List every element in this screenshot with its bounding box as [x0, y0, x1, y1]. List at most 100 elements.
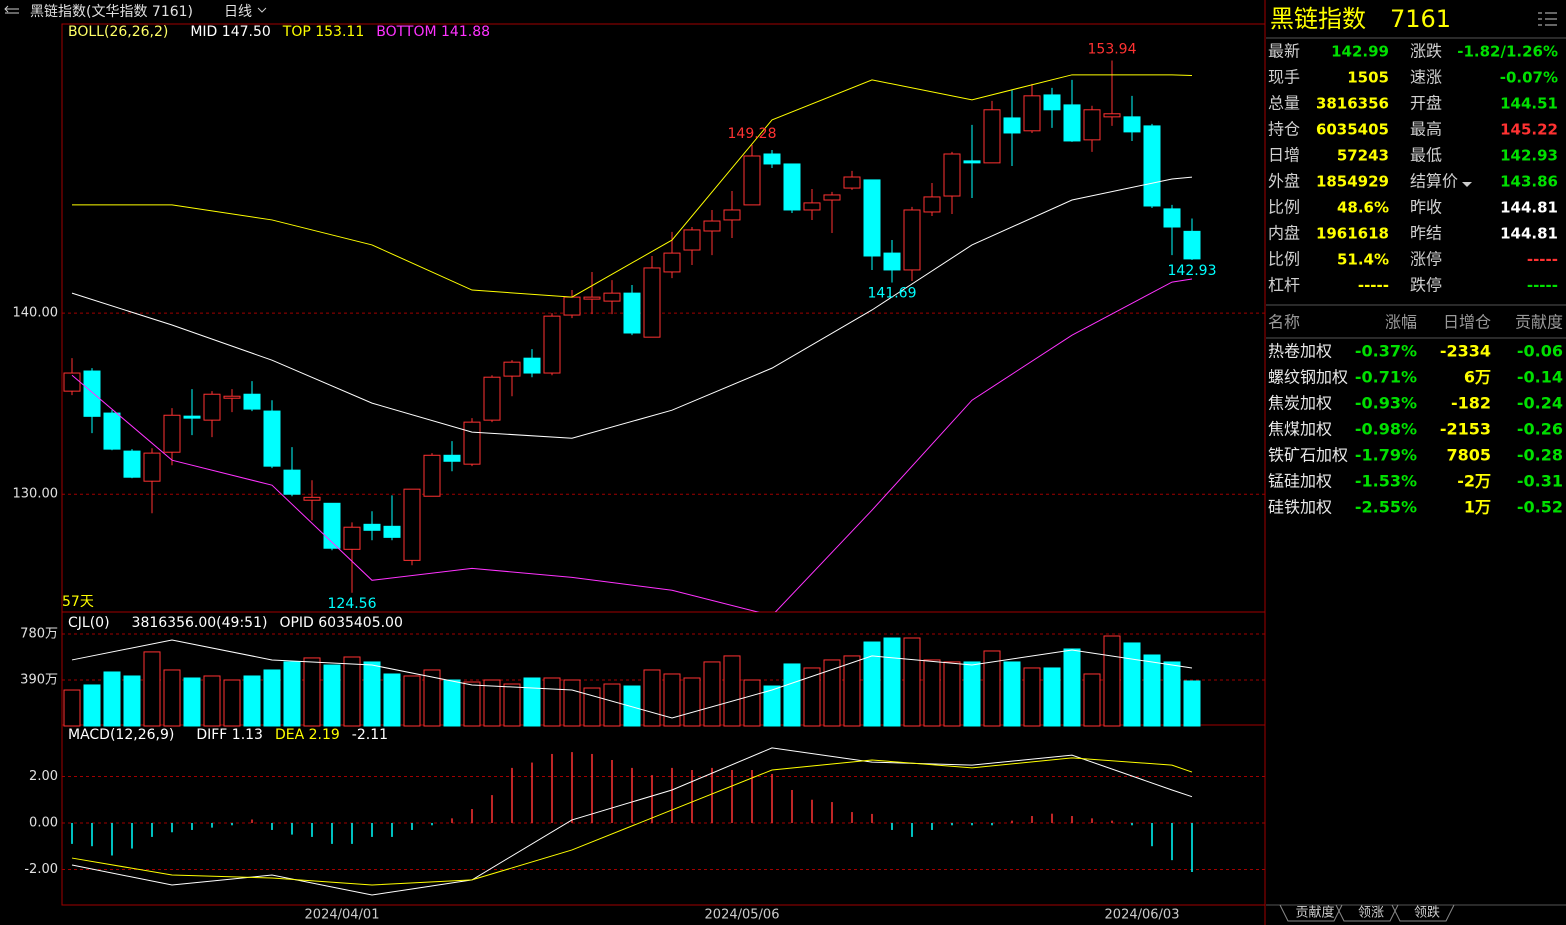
- candle-body: [763, 153, 781, 165]
- legend-item: BOTTOM 141.88: [376, 24, 490, 40]
- candle-body: [1183, 230, 1201, 260]
- volume-bar: [783, 663, 801, 727]
- table-cell: -0.52: [1517, 498, 1563, 517]
- legend-item: CJL(0): [68, 615, 110, 631]
- candle-body: [203, 393, 221, 421]
- candle-body: [843, 176, 861, 189]
- tab[interactable]: 贡献度: [1295, 905, 1334, 921]
- candle-body: [683, 229, 701, 251]
- tab-shape[interactable]: [1391, 904, 1455, 922]
- y-tick-label: 140.00: [13, 306, 59, 321]
- quote-label: 最高: [1410, 120, 1442, 139]
- candle-body: [483, 376, 501, 421]
- candle-body: [1063, 104, 1081, 142]
- table-cell: -182: [1451, 394, 1491, 413]
- tab-shape[interactable]: [1335, 904, 1399, 922]
- tab[interactable]: 领涨: [1358, 906, 1384, 921]
- table-cell: 硅铁加权: [1268, 498, 1332, 517]
- quote-label: 现手: [1268, 68, 1300, 87]
- menu-icon[interactable]: [1538, 12, 1557, 26]
- quote-value: -----: [1527, 251, 1558, 269]
- candle-body: [83, 370, 101, 417]
- candle-body: [423, 454, 441, 497]
- column-header: 名称: [1268, 313, 1300, 332]
- quote-label: 外盘: [1268, 172, 1300, 191]
- indicator-line: [71, 747, 1193, 896]
- volume-bar: [763, 685, 781, 727]
- candle-body: [583, 296, 601, 300]
- quote-label: 总量: [1268, 94, 1300, 113]
- legend-item: MID 147.50: [190, 24, 270, 40]
- quote-label: 涨跌: [1410, 42, 1442, 61]
- candle-body: [543, 315, 561, 374]
- period-selector[interactable]: 日线: [224, 4, 252, 20]
- volume-bar: [883, 637, 901, 727]
- candle-body: [123, 450, 141, 478]
- candle-body: [623, 292, 641, 334]
- legend-item: 3816356.00(49:51): [132, 615, 268, 631]
- legend-item: OPID 6035405.00: [279, 615, 402, 631]
- x-tick-label: 2024/06/03: [1105, 908, 1180, 923]
- quote-label: 最低: [1410, 146, 1442, 165]
- quote-label: 比例: [1268, 198, 1300, 217]
- candle-body: [163, 414, 181, 453]
- quote-code: 7161: [1390, 5, 1451, 33]
- table-cell: 7805: [1446, 446, 1491, 465]
- volume-bar: [1083, 673, 1101, 727]
- table-cell: 锰硅加权: [1268, 472, 1332, 491]
- dropdown-arrow[interactable]: [257, 7, 267, 13]
- quote-title: 黑链指数: [1270, 5, 1366, 33]
- candle-body: [1103, 113, 1121, 118]
- quote-label: 持仓: [1268, 120, 1300, 139]
- quote-value: -0.07%: [1500, 69, 1558, 87]
- indicator-line: [72, 74, 1193, 298]
- volume-bar: [163, 669, 181, 727]
- settle-dropdown[interactable]: [1462, 182, 1472, 187]
- table-cell: 焦炭加权: [1268, 394, 1332, 413]
- quote-value: 1505: [1347, 69, 1389, 87]
- candle-body: [643, 267, 661, 338]
- quote-label: 最新: [1268, 42, 1300, 61]
- volume-bar: [363, 661, 381, 727]
- candle-body: [863, 179, 881, 257]
- candle-body: [283, 469, 301, 495]
- days-label: 57天: [62, 594, 94, 610]
- volume-bar: [1183, 680, 1201, 727]
- quote-value: 1854929: [1316, 173, 1389, 191]
- tab[interactable]: 领跌: [1414, 905, 1440, 921]
- table-cell: -1.79%: [1355, 446, 1417, 465]
- table-cell: -2153: [1440, 420, 1491, 439]
- candle-body: [943, 153, 961, 197]
- volume-bar: [983, 650, 1001, 727]
- quote-label: 日增: [1268, 146, 1300, 165]
- candle-body: [1123, 116, 1141, 133]
- table-cell: -0.26: [1517, 420, 1563, 439]
- quote-value: 144.81: [1500, 225, 1558, 243]
- back-icon[interactable]: [4, 5, 19, 14]
- table-cell: -0.71%: [1355, 368, 1417, 387]
- volume-bar: [343, 656, 361, 727]
- volume-bar: [843, 655, 861, 727]
- volume-bar: [303, 657, 321, 727]
- indicator-line: [71, 176, 1193, 439]
- quote-value: 143.86: [1500, 173, 1558, 191]
- quote-value: 1961618: [1316, 225, 1389, 243]
- quote-label: 涨停: [1410, 250, 1442, 269]
- candle-body: [183, 415, 201, 419]
- candle-body: [363, 523, 381, 531]
- volume-bar: [823, 659, 841, 727]
- quote-value: 142.99: [1331, 43, 1389, 61]
- legend-item: BOLL(26,26,2): [68, 24, 168, 40]
- volume-bar: [963, 661, 981, 727]
- volume-bar: [663, 673, 681, 727]
- candle-body: [563, 296, 581, 316]
- x-tick-label: 2024/05/06: [705, 908, 780, 923]
- candle-body: [723, 209, 741, 221]
- candle-body: [1163, 208, 1181, 228]
- candle-body: [143, 452, 161, 482]
- tab-shape[interactable]: [1279, 904, 1343, 922]
- candle-body: [1003, 117, 1021, 134]
- volume-bar: [123, 675, 141, 727]
- volume-bar: [103, 671, 121, 727]
